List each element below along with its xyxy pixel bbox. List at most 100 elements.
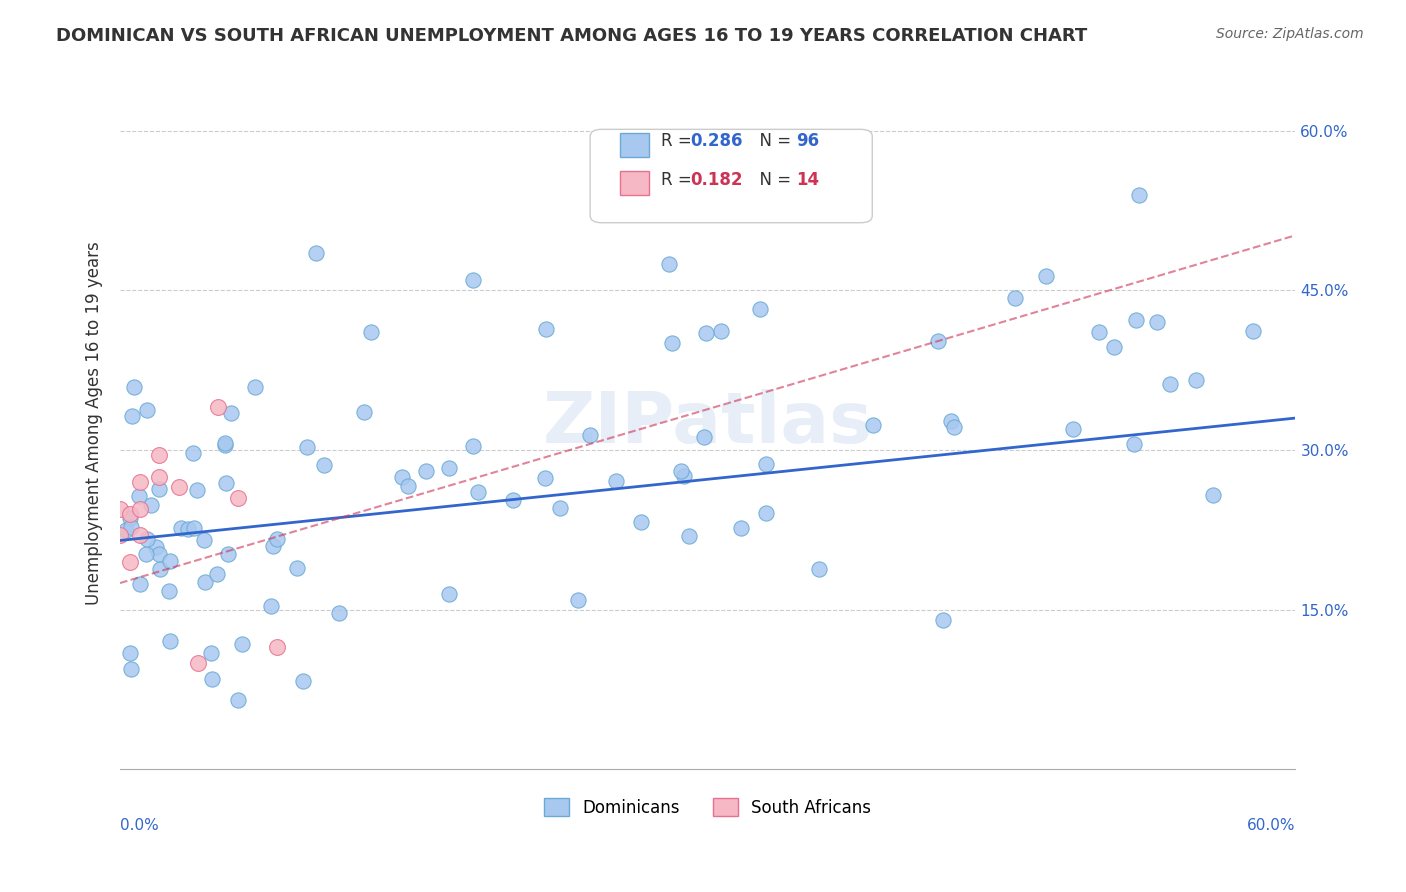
Dominicans [437, 587, 460, 601]
Dominicans [200, 646, 222, 660]
Bar [620, 133, 650, 157]
Dominicans [534, 321, 557, 335]
South Africans [148, 469, 170, 483]
Dominicans [630, 515, 652, 529]
Dominicans [1122, 437, 1144, 451]
Dominicans [259, 599, 281, 613]
Dominicans [121, 662, 143, 676]
Dominicans [391, 470, 413, 484]
Dominicans [661, 336, 683, 351]
Dominicans [305, 246, 328, 260]
South Africans [128, 475, 150, 489]
Dominicans [120, 511, 142, 525]
Text: 60.0%: 60.0% [1247, 818, 1295, 833]
Text: 0.0%: 0.0% [120, 818, 159, 833]
Dominicans [657, 257, 679, 271]
Dominicans [939, 414, 962, 428]
Dominicans [678, 529, 700, 543]
Dominicans [502, 492, 524, 507]
Dominicans [217, 547, 239, 561]
Dominicans [157, 584, 180, 599]
Dominicans [291, 674, 314, 689]
Dominicans [439, 461, 461, 475]
Dominicans [145, 541, 167, 555]
Dominicans [932, 613, 955, 627]
Dominicans [295, 441, 318, 455]
Dominicans [755, 457, 778, 471]
Dominicans [136, 403, 159, 417]
Dominicans [159, 633, 181, 648]
South Africans [128, 501, 150, 516]
Dominicans [121, 409, 143, 423]
Dominicans [605, 474, 627, 488]
Dominicans [226, 693, 249, 707]
Dominicans [136, 533, 159, 547]
Dominicans [148, 547, 170, 561]
Dominicans [396, 479, 419, 493]
Dominicans [149, 561, 172, 575]
Dominicans [194, 574, 217, 589]
Dominicans [1062, 422, 1084, 436]
Dominicans [1146, 315, 1168, 329]
Dominicans [312, 458, 335, 472]
South Africans [226, 491, 249, 505]
Dominicans [1035, 268, 1057, 283]
Dominicans [128, 489, 150, 503]
Dominicans [360, 325, 382, 339]
South Africans [108, 501, 131, 516]
Dominicans [567, 593, 589, 607]
Dominicans [245, 380, 267, 394]
Dominicans [1159, 376, 1181, 391]
Dominicans [207, 566, 229, 581]
Dominicans [159, 554, 181, 568]
Dominicans [693, 430, 716, 444]
South Africans [108, 528, 131, 542]
Dominicans [730, 521, 752, 535]
Dominicans [942, 420, 965, 434]
South Africans [207, 401, 229, 415]
Dominicans [808, 561, 831, 575]
South Africans [128, 528, 150, 542]
Dominicans [695, 326, 717, 340]
Dominicans [139, 498, 162, 512]
Dominicans [170, 521, 193, 535]
Dominicans [183, 521, 205, 535]
Dominicans [1004, 291, 1026, 305]
Dominicans [461, 273, 484, 287]
Dominicans [181, 446, 204, 460]
Dominicans [219, 407, 242, 421]
Dominicans [927, 334, 949, 348]
Dominicans [129, 576, 152, 591]
Text: N =: N = [749, 132, 796, 150]
Dominicans [285, 560, 308, 574]
Dominicans [749, 302, 772, 317]
Dominicans [1184, 373, 1206, 387]
Dominicans [186, 483, 208, 498]
Dominicans [215, 476, 238, 491]
Dominicans [214, 436, 236, 450]
Dominicans [1102, 341, 1125, 355]
South Africans [118, 507, 141, 521]
Dominicans [176, 522, 198, 536]
Dominicans [550, 500, 572, 515]
Dominicans [214, 438, 236, 452]
Dominicans [328, 606, 350, 620]
Text: DOMINICAN VS SOUTH AFRICAN UNEMPLOYMENT AMONG AGES 16 TO 19 YEARS CORRELATION CH: DOMINICAN VS SOUTH AFRICAN UNEMPLOYMENT … [56, 27, 1087, 45]
Text: R =: R = [661, 171, 697, 189]
Dominicans [710, 324, 733, 338]
Dominicans [115, 523, 138, 537]
Text: ZIPatlas: ZIPatlas [543, 389, 873, 458]
Dominicans [122, 380, 145, 394]
Dominicans [353, 405, 375, 419]
Dominicans [193, 533, 215, 547]
Dominicans [262, 539, 284, 553]
Dominicans [1088, 325, 1111, 339]
Dominicans [1128, 187, 1150, 202]
Dominicans [1125, 313, 1147, 327]
Y-axis label: Unemployment Among Ages 16 to 19 years: Unemployment Among Ages 16 to 19 years [86, 242, 103, 606]
Dominicans [467, 484, 489, 499]
Dominicans [266, 533, 288, 547]
Dominicans [1241, 324, 1264, 338]
Text: 14: 14 [796, 171, 820, 189]
Dominicans [578, 428, 600, 442]
